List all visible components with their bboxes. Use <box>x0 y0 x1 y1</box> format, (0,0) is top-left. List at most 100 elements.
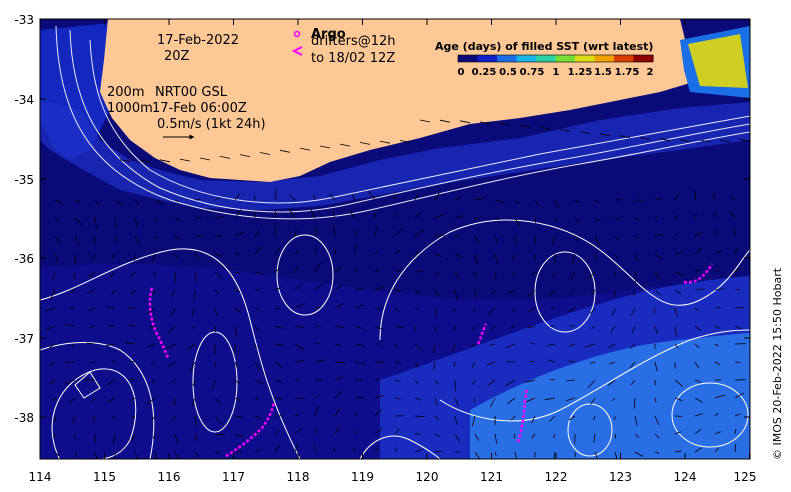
current-vector <box>234 231 245 237</box>
current-vector <box>174 217 182 221</box>
current-vector <box>394 446 397 453</box>
current-vector <box>630 307 636 317</box>
current-vector <box>514 217 521 227</box>
current-vector <box>694 397 703 403</box>
current-vector <box>254 397 260 401</box>
current-vector <box>674 193 680 201</box>
y-tick-label: -33 <box>14 13 34 27</box>
current-vector <box>694 325 702 332</box>
current-vector <box>453 361 456 368</box>
current-vector <box>254 343 257 348</box>
current-vector <box>614 217 621 221</box>
current-vector <box>614 253 618 259</box>
current-vector <box>354 343 366 347</box>
current-vector <box>259 152 271 155</box>
current-vector <box>714 431 721 435</box>
current-vector <box>414 211 422 219</box>
shelf-edge-water <box>40 100 750 210</box>
current-vector <box>714 394 726 399</box>
current-vector <box>639 137 651 140</box>
current-vector <box>110 359 116 363</box>
current-vector <box>594 253 597 261</box>
current-vector <box>654 253 663 260</box>
current-vector <box>294 442 299 453</box>
current-vector <box>414 325 417 331</box>
current-vector <box>553 433 556 438</box>
current-vector <box>694 232 702 237</box>
current-vector <box>519 124 531 128</box>
current-vector <box>629 361 636 369</box>
colorbar-tick-label: 0.25 <box>472 67 497 78</box>
drifters-label: drifters@12h <box>311 34 396 49</box>
x-tick-label: 114 <box>29 470 52 484</box>
current-vector <box>454 196 462 201</box>
current-vector <box>46 325 56 331</box>
current-vector <box>505 379 516 386</box>
current-vector <box>374 325 383 330</box>
colorbar: Age (days) of filled SST (wrt latest) 0 … <box>435 40 654 78</box>
current-vector <box>634 271 637 283</box>
current-vector <box>570 271 576 280</box>
current-vector <box>106 379 116 386</box>
argo-marker-icon <box>293 30 301 38</box>
current-vector <box>734 361 741 363</box>
current-vector <box>194 217 202 219</box>
current-vector <box>352 194 356 201</box>
colorbar-tick-label: 1.5 <box>594 67 612 78</box>
drifter-track-5 <box>683 263 714 284</box>
current-vector <box>454 397 460 407</box>
current-vector <box>590 325 596 330</box>
current-vector <box>490 325 496 330</box>
current-vector <box>254 246 262 255</box>
colorbar-swatch <box>633 55 654 62</box>
current-vector <box>294 325 305 328</box>
current-vector <box>214 415 222 424</box>
current-vector <box>539 126 551 130</box>
current-vector <box>274 343 284 346</box>
current-vector <box>105 343 116 347</box>
current-vector <box>634 433 640 438</box>
current-vector <box>90 397 96 402</box>
colorbar-swatch <box>614 55 634 62</box>
current-vector <box>334 249 337 255</box>
current-vector <box>354 268 359 273</box>
current-vector <box>599 133 611 137</box>
current-vector <box>674 343 679 349</box>
current-vector <box>654 397 657 403</box>
current-vector <box>714 249 723 255</box>
current-vector <box>152 253 156 262</box>
current-vector <box>234 289 240 293</box>
current-vector <box>368 190 376 201</box>
current-vector <box>151 415 156 421</box>
current-vector <box>528 289 536 297</box>
current-vector <box>510 325 516 329</box>
current-vector <box>147 307 156 314</box>
current-vector <box>594 199 600 203</box>
current-vector <box>353 447 356 453</box>
current-vector <box>654 361 658 372</box>
current-vector <box>333 225 336 237</box>
colorbar-tick-label: 0.75 <box>520 67 545 78</box>
current-vectors <box>45 119 750 459</box>
current-vector <box>454 271 460 280</box>
current-vector <box>279 149 291 153</box>
current-vector <box>454 253 463 258</box>
current-vector <box>694 343 700 349</box>
current-vector <box>574 199 580 204</box>
current-vector <box>394 379 401 383</box>
current-vector <box>111 289 116 295</box>
current-vector <box>239 154 251 157</box>
current-vector <box>354 429 359 435</box>
current-vector <box>566 379 576 382</box>
current-vector <box>490 397 496 408</box>
contour-label-200m: 200m <box>107 85 144 100</box>
current-vector <box>731 195 736 201</box>
y-axis: -33 -34 -35 -36 -37 -38 <box>14 13 34 425</box>
current-vector <box>714 361 721 366</box>
current-vector <box>559 129 571 132</box>
current-vector <box>152 289 156 296</box>
current-vector <box>191 397 196 406</box>
current-vector <box>314 283 323 291</box>
current-vector <box>234 397 241 401</box>
current-vector <box>171 415 176 422</box>
